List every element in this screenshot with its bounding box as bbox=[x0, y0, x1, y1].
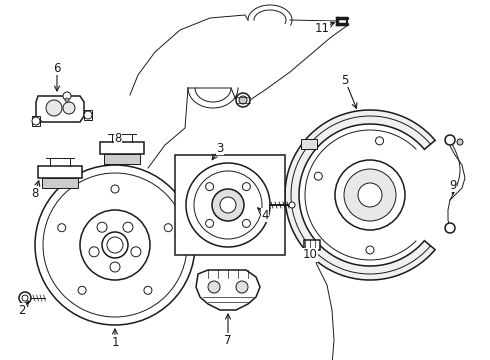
Circle shape bbox=[63, 92, 71, 100]
Bar bbox=[301, 139, 317, 149]
Circle shape bbox=[19, 292, 31, 304]
Circle shape bbox=[335, 160, 405, 230]
Circle shape bbox=[46, 100, 62, 116]
Bar bbox=[38, 166, 82, 178]
Circle shape bbox=[63, 102, 75, 114]
Bar bbox=[104, 154, 140, 164]
Circle shape bbox=[206, 219, 214, 228]
Circle shape bbox=[289, 202, 295, 208]
Circle shape bbox=[344, 169, 396, 221]
Circle shape bbox=[111, 185, 119, 193]
Text: 4: 4 bbox=[261, 208, 269, 221]
Circle shape bbox=[123, 222, 133, 232]
Bar bbox=[42, 178, 78, 188]
Circle shape bbox=[194, 171, 262, 239]
Bar bbox=[84, 110, 92, 120]
Circle shape bbox=[220, 197, 236, 213]
Text: 1: 1 bbox=[111, 336, 119, 348]
Circle shape bbox=[457, 139, 463, 145]
Circle shape bbox=[358, 183, 382, 207]
Circle shape bbox=[164, 224, 172, 232]
Circle shape bbox=[89, 247, 99, 257]
Circle shape bbox=[97, 222, 107, 232]
Polygon shape bbox=[285, 110, 435, 280]
Text: 8: 8 bbox=[114, 131, 122, 144]
Circle shape bbox=[35, 165, 195, 325]
Text: 5: 5 bbox=[342, 73, 349, 86]
Bar bbox=[304, 240, 320, 250]
Circle shape bbox=[243, 219, 250, 228]
Bar bbox=[32, 116, 40, 126]
Circle shape bbox=[212, 189, 244, 221]
Circle shape bbox=[186, 163, 270, 247]
Circle shape bbox=[206, 183, 214, 190]
Text: 2: 2 bbox=[18, 303, 26, 316]
Bar bbox=[175, 155, 285, 255]
Circle shape bbox=[243, 183, 250, 190]
Circle shape bbox=[236, 281, 248, 293]
Text: 7: 7 bbox=[224, 333, 232, 346]
Circle shape bbox=[314, 172, 322, 180]
Circle shape bbox=[236, 93, 250, 107]
Circle shape bbox=[445, 135, 455, 145]
Polygon shape bbox=[36, 96, 84, 122]
Circle shape bbox=[32, 117, 40, 125]
Circle shape bbox=[65, 98, 69, 102]
Circle shape bbox=[131, 247, 141, 257]
Circle shape bbox=[445, 223, 455, 233]
Circle shape bbox=[144, 286, 152, 294]
Circle shape bbox=[107, 237, 123, 253]
Text: 8: 8 bbox=[31, 186, 39, 199]
Circle shape bbox=[84, 111, 92, 119]
Text: 9: 9 bbox=[449, 179, 457, 192]
Text: 10: 10 bbox=[302, 248, 318, 261]
Circle shape bbox=[78, 286, 86, 294]
Bar bbox=[100, 142, 144, 154]
Circle shape bbox=[102, 232, 128, 258]
Text: 3: 3 bbox=[216, 141, 224, 154]
Circle shape bbox=[208, 281, 220, 293]
Polygon shape bbox=[196, 270, 260, 310]
Circle shape bbox=[375, 137, 384, 145]
Text: 6: 6 bbox=[53, 62, 61, 75]
Circle shape bbox=[239, 96, 247, 104]
Circle shape bbox=[366, 246, 374, 254]
Circle shape bbox=[110, 262, 120, 272]
Text: 11: 11 bbox=[315, 22, 329, 35]
Circle shape bbox=[58, 224, 66, 232]
